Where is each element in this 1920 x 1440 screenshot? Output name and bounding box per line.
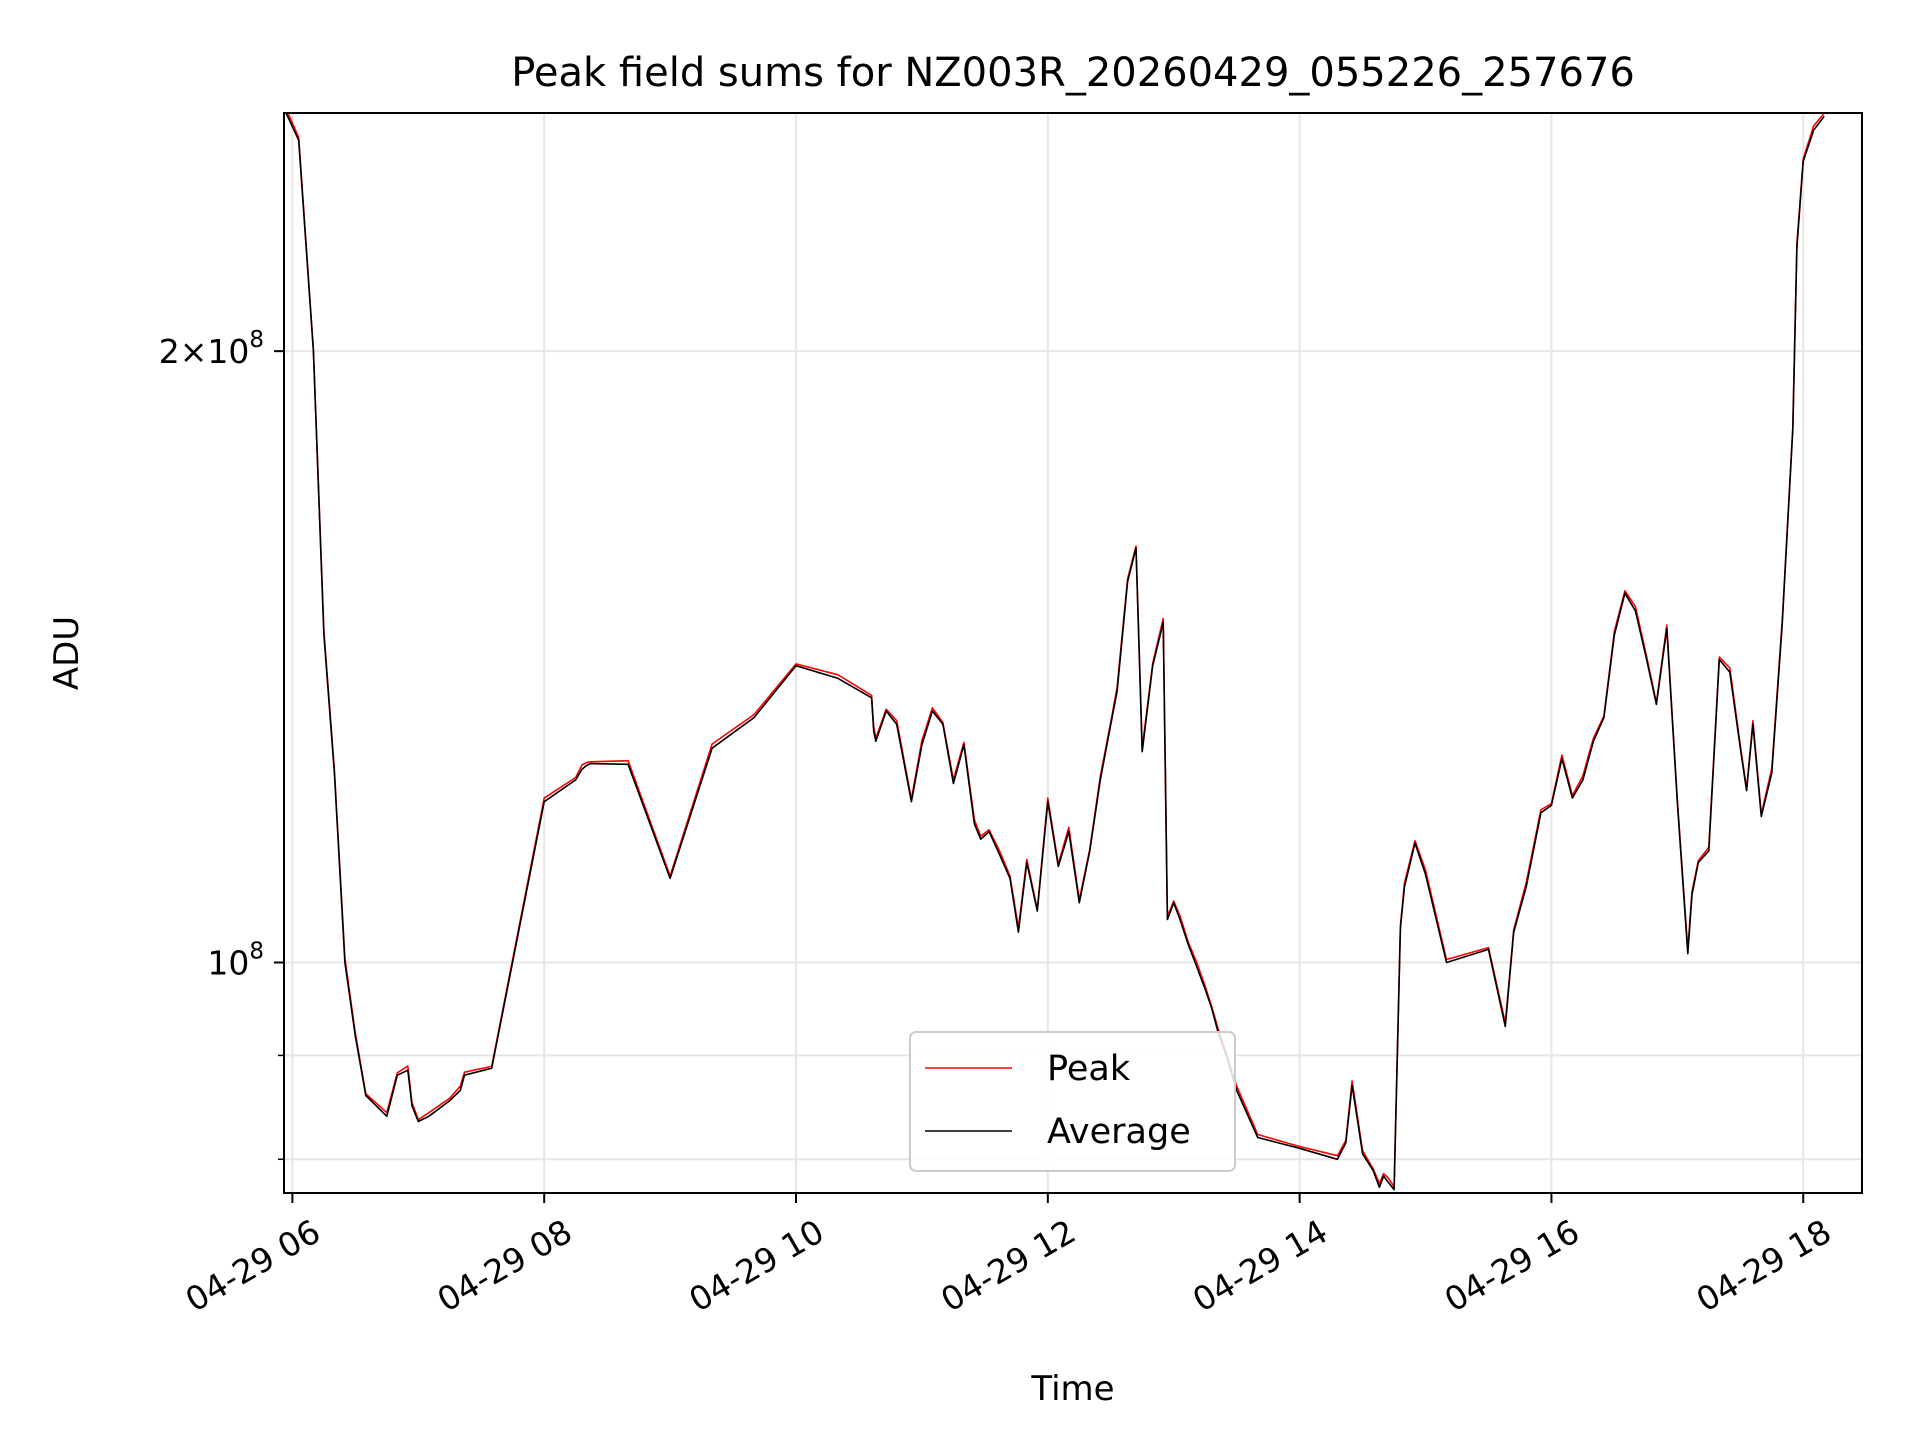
legend-box [909,1031,1236,1172]
plot-frame [283,112,1863,1194]
series-layer [285,113,1825,1191]
series-line-average [285,113,1825,1191]
legend-label-average: Average [1047,1112,1191,1152]
x-axis-title: Time [1030,1369,1114,1409]
y-tick-label: 108 [207,938,264,982]
y-tick-label: 2×108 [159,327,264,371]
chart-title: Peak field sums for NZ003R_20260429_0552… [511,50,1635,96]
legend-label-peak: Peak [1047,1049,1131,1089]
legend: Peak Average [909,1031,1236,1172]
y-axis-title: ADU [47,616,87,690]
